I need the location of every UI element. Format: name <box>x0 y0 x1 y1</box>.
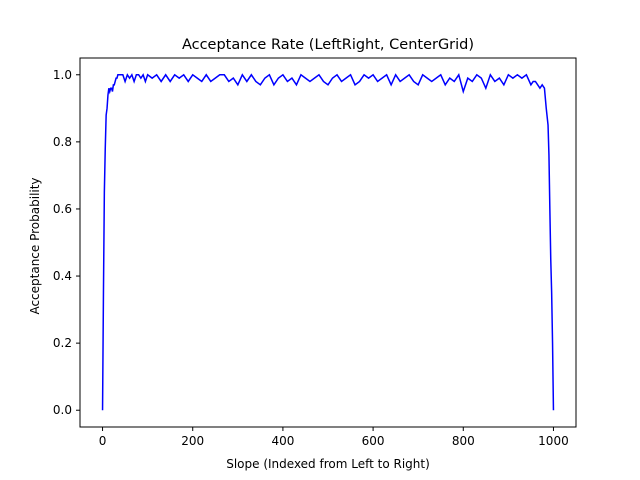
y-tick-label: 0.8 <box>53 135 72 149</box>
x-tick-label: 0 <box>99 434 107 448</box>
x-axis-ticks: 0 200 400 600 800 1000 <box>99 427 569 448</box>
chart-title: Acceptance Rate (LeftRight, CenterGrid) <box>182 37 474 53</box>
plot-area: 0 200 400 600 800 1000 0.0 0.2 0.4 0.6 0.8 1.0 <box>53 57 577 448</box>
y-tick-label: 0.2 <box>53 336 72 350</box>
y-axis-ticks: 0.0 0.2 0.4 0.6 0.8 1.0 <box>53 68 80 417</box>
series-line <box>101 72 555 411</box>
x-tick-label: 600 <box>362 434 385 448</box>
x-tick-label: 800 <box>452 434 475 448</box>
x-axis-label: Slope (Indexed from Left to Right) <box>226 457 430 471</box>
y-tick-label: 0.0 <box>53 403 72 417</box>
y-tick-label: 0.4 <box>53 269 72 283</box>
y-axis-label: Acceptance Probability <box>28 177 42 314</box>
axes-frame <box>79 57 577 428</box>
x-tick-label: 1000 <box>538 434 569 448</box>
y-tick-label: 0.6 <box>53 202 72 216</box>
y-tick-label: 1.0 <box>53 68 72 82</box>
x-tick-label: 200 <box>181 434 204 448</box>
x-tick-label: 400 <box>271 434 294 448</box>
